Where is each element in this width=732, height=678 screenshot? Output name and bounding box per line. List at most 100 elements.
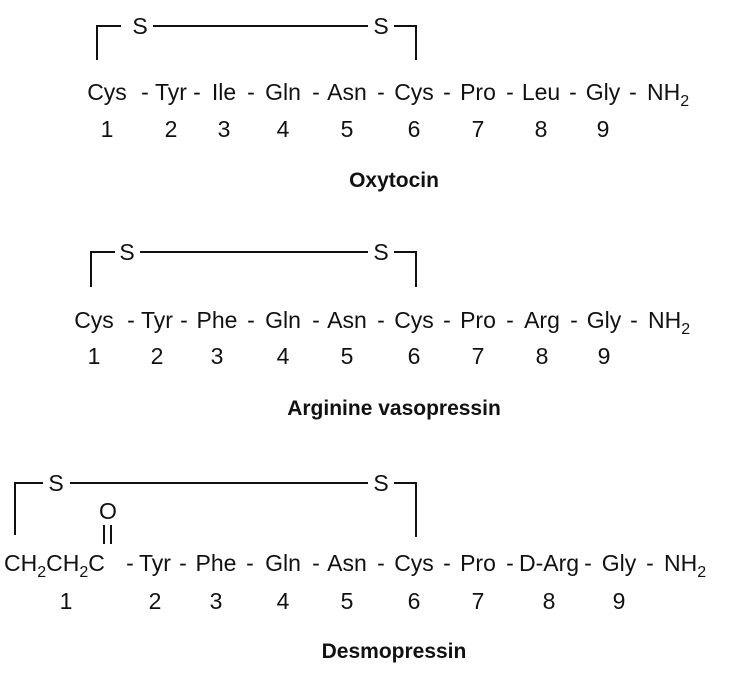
- oxytocin-position-1: 1: [101, 116, 114, 142]
- vasopressin-c-terminus: NH2: [648, 307, 690, 338]
- svg-text:-: -: [126, 550, 134, 576]
- oxytocin-position-9: 9: [597, 116, 610, 142]
- desmopressin-residue-1: CH2CH2C: [4, 550, 105, 581]
- svg-text:-: -: [141, 79, 149, 105]
- oxytocin-position-numbers: 1 2 3 4 5 6 7 8 9: [101, 116, 610, 142]
- desmopressin-residue-4: Gln: [265, 550, 301, 576]
- oxytocin-residue-8: Leu: [522, 79, 560, 105]
- vasopressin-structure: S S Cys - Tyr - Phe - Gln - Asn - Cys - …: [74, 239, 690, 420]
- oxytocin-position-5: 5: [341, 116, 354, 142]
- vasopressin-position-numbers: 1 2 3 4 5 6 7 8 9: [88, 343, 611, 369]
- oxytocin-residue-7: Pro: [460, 79, 496, 105]
- svg-text:-: -: [312, 79, 320, 105]
- oxytocin-position-8: 8: [535, 116, 548, 142]
- desmopressin-title: Desmopressin: [322, 640, 467, 663]
- desmopressin-position-6: 6: [408, 588, 421, 614]
- desmopressin-residue-9: Gly: [602, 550, 637, 576]
- desmopressin-carbonyl-oxygen: O: [99, 498, 117, 524]
- oxytocin-disulfide-bridge: S S: [96, 13, 417, 60]
- desmopressin-disulfide-bridge: S S: [14, 470, 417, 537]
- oxytocin-residue-6: Cys: [394, 79, 434, 105]
- desmopressin-sulfur-left: S: [48, 470, 63, 496]
- vasopressin-position-7: 7: [472, 343, 485, 369]
- svg-text:-: -: [584, 550, 592, 576]
- vasopressin-sequence: Cys - Tyr - Phe - Gln - Asn - Cys - Pro …: [74, 307, 690, 338]
- svg-text:-: -: [127, 307, 135, 333]
- oxytocin-position-6: 6: [408, 116, 421, 142]
- svg-text:-: -: [180, 307, 188, 333]
- desmopressin-position-4: 4: [277, 588, 290, 614]
- svg-text:-: -: [570, 307, 578, 333]
- desmopressin-position-2: 2: [149, 588, 162, 614]
- oxytocin-residue-2: Tyr: [155, 79, 187, 105]
- oxytocin-position-3: 3: [218, 116, 231, 142]
- vasopressin-disulfide-bridge: S S: [90, 239, 417, 287]
- desmopressin-position-1: 1: [60, 588, 73, 614]
- oxytocin-residue-4: Gln: [265, 79, 301, 105]
- desmopressin-residue-2: Tyr: [139, 550, 171, 576]
- desmopressin-c-terminus: NH2: [664, 550, 706, 581]
- vasopressin-residue-9: Gly: [587, 307, 622, 333]
- oxytocin-position-2: 2: [165, 116, 178, 142]
- desmopressin-position-3: 3: [210, 588, 223, 614]
- desmopressin-residue-5: Asn: [327, 550, 367, 576]
- vasopressin-residue-2: Tyr: [141, 307, 173, 333]
- vasopressin-sulfur-left: S: [119, 239, 134, 265]
- oxytocin-title: Oxytocin: [349, 169, 439, 192]
- svg-text:-: -: [506, 307, 514, 333]
- vasopressin-position-8: 8: [536, 343, 549, 369]
- svg-text:-: -: [630, 307, 638, 333]
- vasopressin-residue-3: Phe: [197, 307, 238, 333]
- svg-text:-: -: [247, 307, 255, 333]
- vasopressin-position-2: 2: [151, 343, 164, 369]
- oxytocin-position-4: 4: [277, 116, 290, 142]
- svg-text:-: -: [377, 79, 385, 105]
- svg-text:-: -: [569, 79, 577, 105]
- oxytocin-position-7: 7: [472, 116, 485, 142]
- svg-text:-: -: [247, 79, 255, 105]
- svg-text:-: -: [377, 550, 385, 576]
- vasopressin-title: Arginine vasopressin: [287, 397, 501, 420]
- svg-text:-: -: [246, 550, 254, 576]
- vasopressin-residue-6: Cys: [394, 307, 434, 333]
- vasopressin-position-6: 6: [408, 343, 421, 369]
- desmopressin-position-7: 7: [472, 588, 485, 614]
- desmopressin-sequence: CH2CH2C - Tyr - Phe - Gln - Asn - Cys - …: [4, 550, 706, 581]
- svg-text:-: -: [193, 79, 201, 105]
- vasopressin-sulfur-right: S: [373, 239, 388, 265]
- svg-text:-: -: [179, 550, 187, 576]
- svg-text:-: -: [377, 307, 385, 333]
- desmopressin-carbonyl: O: [99, 498, 117, 544]
- desmopressin-residue-3: Phe: [196, 550, 237, 576]
- svg-text:-: -: [443, 307, 451, 333]
- svg-text:-: -: [312, 550, 320, 576]
- oxytocin-sequence: Cys - Tyr - Ile - Gln - Asn - Cys - Pro …: [87, 79, 689, 110]
- desmopressin-structure: S S O CH2CH2C - Tyr - Phe - Gln - Asn - …: [4, 470, 706, 663]
- vasopressin-residue-1: Cys: [74, 307, 114, 333]
- svg-text:-: -: [646, 550, 654, 576]
- desmopressin-residue-8: D-Arg: [519, 550, 579, 576]
- oxytocin-residue-1: Cys: [87, 79, 127, 105]
- oxytocin-sulfur-left: S: [132, 13, 147, 39]
- svg-text:-: -: [312, 307, 320, 333]
- oxytocin-residue-9: Gly: [586, 79, 621, 105]
- oxytocin-sulfur-right: S: [373, 13, 388, 39]
- vasopressin-residue-7: Pro: [460, 307, 496, 333]
- svg-text:-: -: [443, 550, 451, 576]
- oxytocin-structure: S S Cys - Tyr - Ile - Gln - Asn - Cys - …: [87, 13, 689, 192]
- oxytocin-residue-5: Asn: [327, 79, 367, 105]
- vasopressin-position-4: 4: [277, 343, 290, 369]
- vasopressin-residue-4: Gln: [265, 307, 301, 333]
- desmopressin-position-9: 9: [613, 588, 626, 614]
- vasopressin-residue-8: Arg: [524, 307, 560, 333]
- svg-text:-: -: [506, 550, 514, 576]
- desmopressin-position-numbers: 1 2 3 4 5 6 7 8 9: [60, 588, 626, 614]
- vasopressin-position-5: 5: [341, 343, 354, 369]
- desmopressin-sulfur-right: S: [373, 470, 388, 496]
- desmopressin-position-5: 5: [341, 588, 354, 614]
- svg-text:-: -: [443, 79, 451, 105]
- svg-text:-: -: [506, 79, 514, 105]
- vasopressin-residue-5: Asn: [327, 307, 367, 333]
- desmopressin-residue-7: Pro: [460, 550, 496, 576]
